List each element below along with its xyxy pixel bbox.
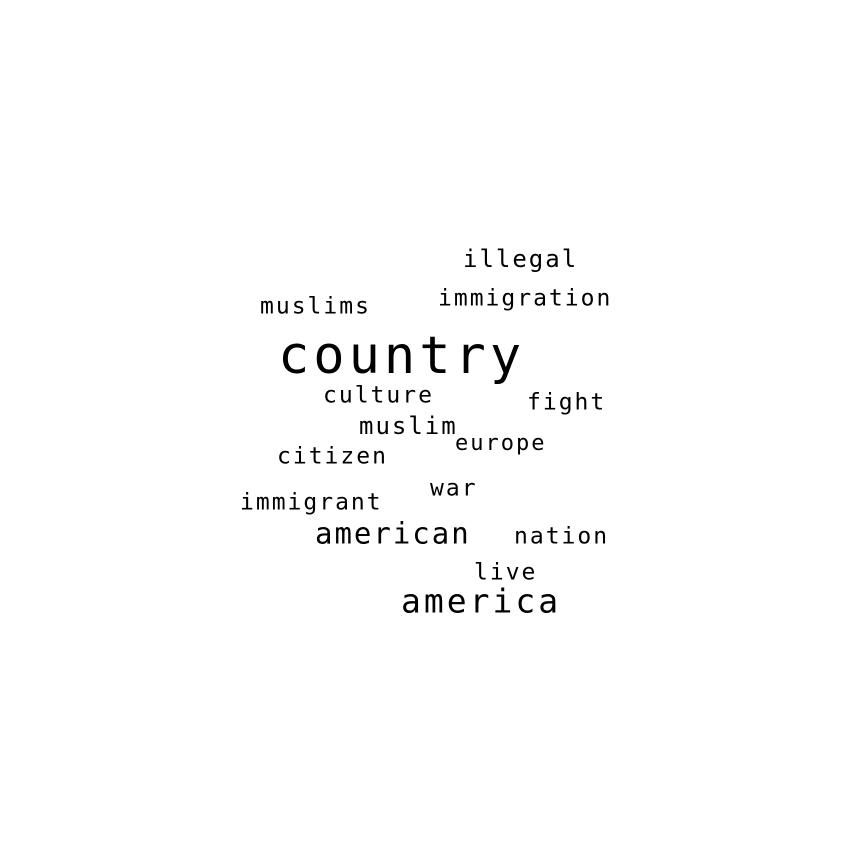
- word-illegal: illegal: [463, 245, 579, 273]
- word-america: america: [401, 581, 562, 621]
- word-citizen: citizen: [277, 443, 388, 470]
- word-immigration: immigration: [438, 285, 613, 312]
- word-muslims: muslims: [260, 293, 371, 320]
- word-immigrant: immigrant: [240, 489, 383, 516]
- word-american: american: [315, 516, 471, 551]
- word-culture: culture: [323, 382, 434, 409]
- word-europe: europe: [455, 431, 547, 456]
- word-nation: nation: [514, 523, 610, 550]
- word-country: country: [278, 326, 526, 386]
- word-fight: fight: [527, 389, 607, 416]
- word-war: war: [430, 475, 478, 502]
- word-muslim: muslim: [359, 412, 458, 440]
- word-live: live: [474, 559, 538, 586]
